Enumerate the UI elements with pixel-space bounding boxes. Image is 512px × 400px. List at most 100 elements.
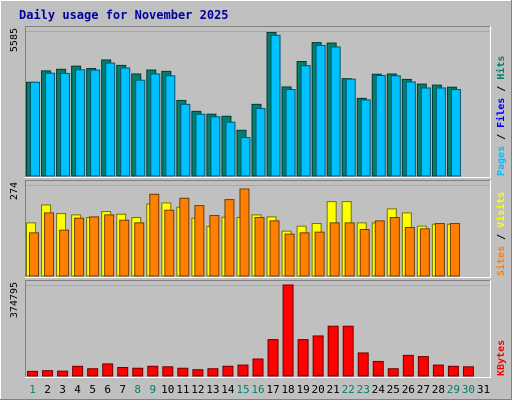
x-tick-label: 29 — [447, 383, 460, 396]
x-tick-label: 21 — [327, 383, 340, 396]
x-tick-label: 9 — [149, 383, 156, 396]
bar-sites-day-22 — [344, 222, 355, 277]
bar-kbytes-day-8 — [132, 367, 144, 377]
bar-sites-day-9 — [149, 193, 160, 277]
bar-pages-day-27 — [420, 87, 431, 177]
series-pages — [30, 34, 461, 177]
bar-pages-day-18 — [285, 89, 296, 177]
bar-pages-day-4 — [75, 69, 86, 177]
bar-sites-day-14 — [224, 199, 235, 277]
bar-kbytes-day-30 — [462, 366, 474, 377]
bar-kbytes-day-1 — [27, 370, 39, 377]
x-tick-label: 17 — [266, 383, 279, 396]
bar-kbytes-day-15 — [237, 364, 249, 377]
bar-kbytes-day-23 — [357, 352, 369, 377]
bar-pages-day-28 — [435, 87, 446, 177]
bar-pages-day-7 — [120, 67, 131, 177]
bar-pages-day-5 — [90, 69, 101, 177]
bar-kbytes-day-25 — [387, 368, 399, 377]
bar-sites-day-2 — [44, 212, 55, 277]
x-tick-label: 1 — [29, 383, 36, 396]
x-tick-label: 10 — [161, 383, 174, 396]
x-tick-label: 7 — [119, 383, 126, 396]
x-tick-label: 4 — [74, 383, 81, 396]
x-tick-label: 18 — [281, 383, 294, 396]
x-tick-label: 15 — [236, 383, 249, 396]
bar-kbytes-day-26 — [402, 354, 414, 377]
bar-sites-day-17 — [269, 220, 280, 277]
x-tick-label: 30 — [462, 383, 475, 396]
x-tick-label: 8 — [134, 383, 141, 396]
panel-visits: 274 Sites / Visits — [9, 180, 507, 278]
bar-pages-day-29 — [450, 89, 461, 177]
bar-sites-day-3 — [59, 229, 70, 277]
panel-hits: 5585 Pages / Files / Hits — [9, 26, 507, 178]
x-tick-label: 23 — [357, 383, 370, 396]
bar-kbytes-day-28 — [432, 364, 444, 377]
bar-pages-day-11 — [180, 103, 191, 177]
bar-pages-day-16 — [255, 107, 266, 177]
bar-sites-day-5 — [89, 216, 100, 277]
x-tick-label: 27 — [417, 383, 430, 396]
bar-kbytes-day-21 — [327, 325, 339, 377]
x-tick-label: 11 — [176, 383, 189, 396]
x-tick-label: 3 — [59, 383, 66, 396]
legend-item: KBytes — [496, 340, 507, 376]
bar-pages-day-12 — [195, 113, 206, 177]
x-tick-label: 2 — [44, 383, 51, 396]
bar-sites-day-12 — [194, 205, 205, 277]
bar-pages-day-24 — [375, 75, 386, 177]
bar-sites-day-13 — [209, 215, 220, 277]
panel-kbytes: 374795 KBytes — [9, 280, 507, 378]
bar-kbytes-day-22 — [342, 325, 354, 377]
bar-kbytes-day-17 — [267, 339, 279, 377]
legend-kbytes: KBytes — [496, 340, 507, 376]
bar-pages-day-14 — [225, 121, 236, 177]
bar-pages-day-6 — [105, 62, 116, 177]
bar-kbytes-day-19 — [297, 339, 309, 377]
bar-kbytes-day-14 — [222, 365, 234, 377]
x-tick-label: 26 — [402, 383, 415, 396]
legend-item: Visits — [495, 192, 507, 228]
bar-kbytes-day-13 — [207, 368, 219, 377]
bar-kbytes-day-18 — [282, 284, 294, 377]
bar-sites-day-28 — [434, 223, 445, 277]
bar-kbytes-day-24 — [372, 360, 384, 377]
y-axis-max-label-kbytes: 374795 — [9, 282, 20, 318]
y-axis-max-label-visits: 274 — [9, 182, 20, 200]
legend-visits: Sites / Visits — [495, 192, 507, 276]
x-tick-label: 6 — [104, 383, 111, 396]
bar-sites-day-11 — [179, 197, 190, 277]
x-tick-label: 16 — [251, 383, 264, 396]
bar-sites-day-15 — [239, 188, 250, 277]
bar-sites-day-27 — [419, 228, 430, 277]
y-axis-max-label-hits: 5585 — [9, 28, 20, 52]
bar-sites-day-6 — [104, 214, 115, 277]
legend-hits: Pages / Files / Hits — [495, 56, 507, 176]
x-tick-label: 13 — [206, 383, 219, 396]
bar-sites-day-16 — [254, 217, 265, 277]
chart-title: Daily usage for November 2025 — [19, 8, 229, 22]
bar-sites-day-25 — [389, 217, 400, 277]
legend-item: Sites — [495, 246, 507, 276]
bar-pages-day-3 — [60, 72, 71, 177]
bar-kbytes-day-12 — [192, 369, 204, 377]
x-tick-label: 19 — [296, 383, 309, 396]
bar-kbytes-day-16 — [252, 358, 264, 377]
bar-pages-day-15 — [240, 137, 251, 177]
legend-item: / — [496, 228, 507, 246]
x-tick-label: 25 — [387, 383, 400, 396]
bar-pages-day-2 — [45, 72, 56, 177]
bar-sites-day-23 — [359, 229, 370, 277]
bar-pages-day-21 — [330, 46, 341, 177]
series-sites — [29, 188, 460, 277]
bar-sites-day-19 — [299, 232, 310, 277]
x-tick-label: 14 — [221, 383, 235, 396]
bar-kbytes-day-29 — [447, 365, 459, 377]
legend-item: / — [496, 80, 507, 98]
bar-sites-day-24 — [374, 220, 385, 277]
bar-kbytes-day-6 — [102, 363, 114, 377]
legend-item: Pages — [496, 146, 507, 176]
x-tick-label: 24 — [372, 383, 386, 396]
bar-kbytes-day-5 — [87, 368, 99, 377]
